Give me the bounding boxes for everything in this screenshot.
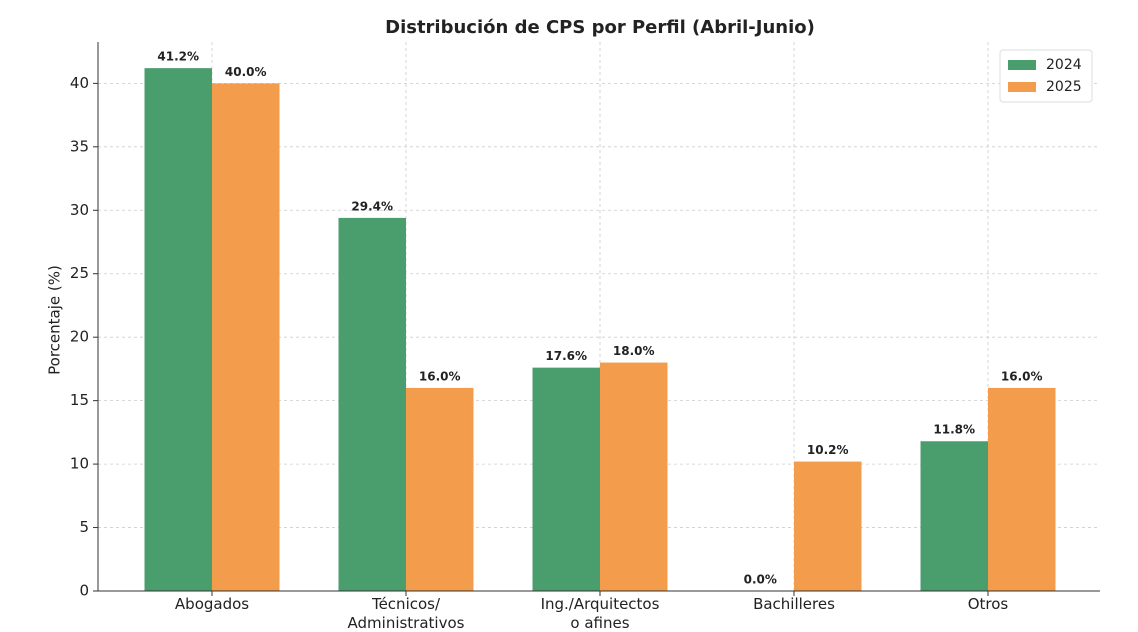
bar [212,83,280,591]
x-tick-label: Técnicos/ Administrativos [347,595,465,632]
y-tick-label: 25 [70,264,89,282]
data-label: 40.0% [225,65,267,79]
y-tick-label: 5 [79,518,89,536]
data-label: 18.0% [613,344,655,358]
data-label: 11.8% [933,423,975,437]
x-tick-label: Otros [967,595,1009,613]
data-label: 16.0% [419,369,461,383]
x-tick-label: Ing./Arquitectos o afines [540,595,660,632]
bar [338,217,406,592]
data-label: 10.2% [807,443,849,457]
bar [144,68,212,591]
bar [600,362,668,591]
y-tick-label: 0 [79,582,89,600]
x-tick-label: Bachilleres [753,595,835,613]
y-tick-label: 40 [70,74,89,92]
bar [988,387,1056,591]
data-label: 0.0% [744,573,777,587]
data-label: 16.0% [1001,369,1043,383]
y-tick-label: 30 [70,201,89,219]
y-tick-label: 35 [70,137,89,155]
bar [406,387,474,591]
y-tick-label: 15 [70,391,89,409]
data-label: 17.6% [545,349,587,363]
x-tick-label: Abogados [174,595,250,613]
data-label: 29.4% [351,199,393,213]
y-tick-label: 10 [70,455,89,473]
legend-swatch [1008,82,1036,92]
bar [532,367,600,591]
y-tick-label: 20 [70,328,89,346]
legend-label: 2024 [1046,57,1082,73]
y-axis-label: Porcentaje (%) [46,265,64,375]
legend-label: 2025 [1046,79,1082,95]
bar [920,441,988,591]
data-label: 41.2% [157,50,199,64]
chart-title: Distribución de CPS por Perfil (Abril-Ju… [385,17,815,38]
bar [794,461,862,591]
legend-swatch [1008,60,1036,70]
